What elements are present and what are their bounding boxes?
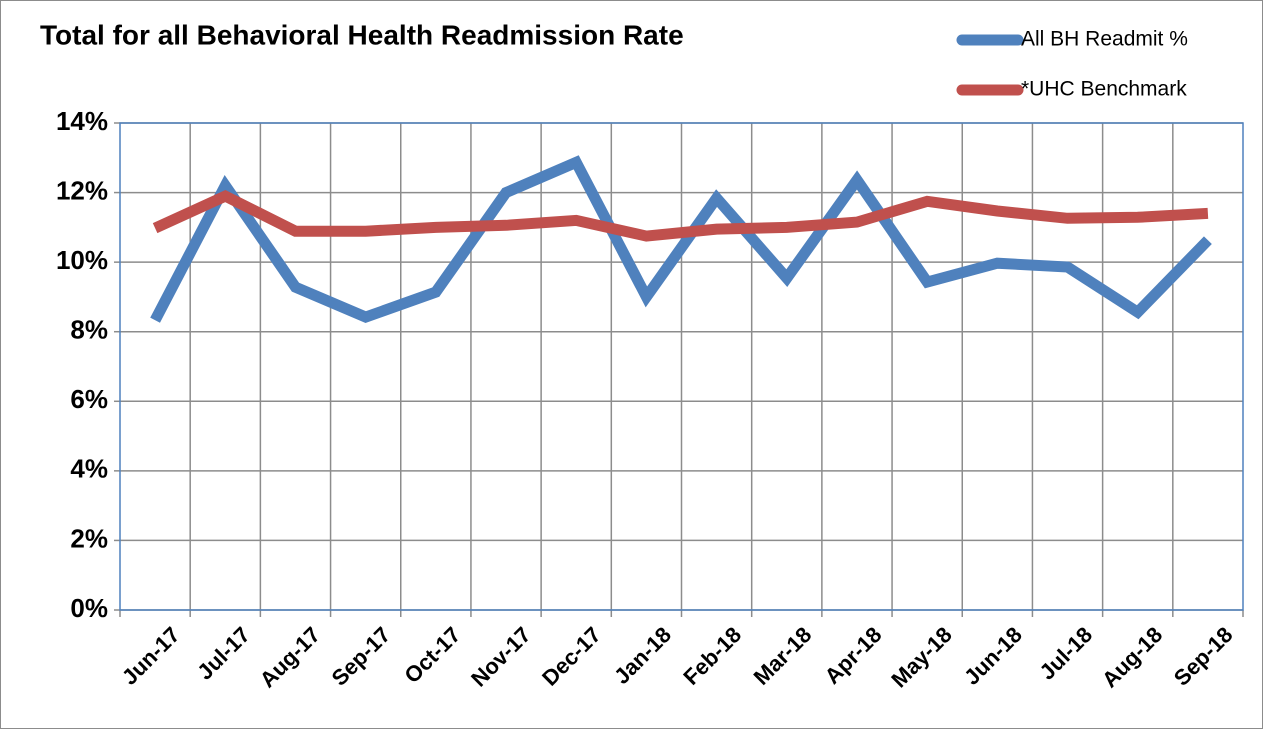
plot-area-border	[119, 122, 1244, 611]
y-tick-label: 0%	[70, 593, 108, 623]
chart-title: Total for all Behavioral Health Readmiss…	[40, 19, 684, 50]
y-tick-label: 10%	[56, 245, 108, 275]
y-tick-label: 8%	[70, 315, 108, 345]
y-tick-label: 4%	[70, 454, 108, 484]
series-line	[150, 155, 1212, 324]
y-tick-label: 12%	[56, 175, 108, 205]
series-line	[152, 190, 1209, 242]
legend-label: *UHC Benchmark	[1021, 78, 1187, 101]
y-tick-label: 6%	[70, 384, 108, 414]
y-tick-label: 2%	[70, 523, 108, 553]
y-tick-label: 14%	[56, 106, 108, 136]
legend-label: All BH Readmit %	[1021, 28, 1188, 51]
